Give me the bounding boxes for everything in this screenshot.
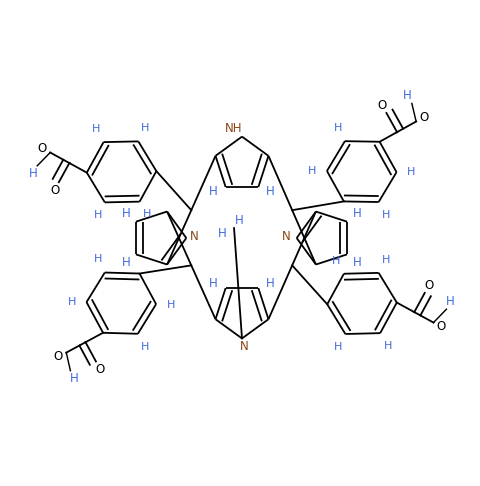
Text: NH: NH (225, 122, 242, 135)
Text: H: H (407, 168, 415, 177)
Text: H: H (209, 277, 217, 290)
Text: H: H (331, 256, 340, 266)
Text: O: O (377, 99, 386, 112)
Text: N: N (239, 340, 248, 353)
Text: H: H (265, 186, 274, 198)
Text: H: H (67, 297, 76, 307)
Text: H: H (234, 214, 243, 226)
Text: H: H (141, 342, 149, 352)
Text: H: H (209, 186, 217, 198)
Text: H: H (141, 123, 149, 133)
Text: H: H (143, 209, 151, 219)
Text: O: O (54, 350, 63, 364)
Text: O: O (50, 184, 59, 196)
Text: H: H (334, 342, 342, 352)
Text: H: H (121, 256, 130, 269)
Text: O: O (419, 111, 428, 123)
Text: O: O (96, 363, 105, 376)
Text: H: H (217, 226, 226, 240)
Text: H: H (383, 341, 391, 351)
Text: N: N (190, 229, 198, 243)
Text: H: H (93, 254, 102, 264)
Text: H: H (265, 277, 274, 290)
Text: O: O (423, 278, 433, 292)
Text: H: H (352, 207, 360, 220)
Text: H: H (121, 207, 130, 220)
Text: H: H (352, 256, 360, 269)
Text: H: H (70, 372, 79, 385)
Text: H: H (381, 255, 389, 265)
Text: O: O (37, 142, 47, 155)
Text: H: H (445, 295, 454, 308)
Text: H: H (28, 167, 37, 180)
Text: H: H (92, 124, 100, 134)
Text: H: H (167, 299, 175, 310)
Text: H: H (333, 123, 341, 133)
Text: H: H (381, 210, 389, 220)
Text: H: H (307, 166, 315, 176)
Text: N: N (282, 229, 290, 243)
Text: H: H (402, 89, 411, 102)
Text: O: O (436, 320, 445, 333)
Text: H: H (93, 210, 102, 221)
